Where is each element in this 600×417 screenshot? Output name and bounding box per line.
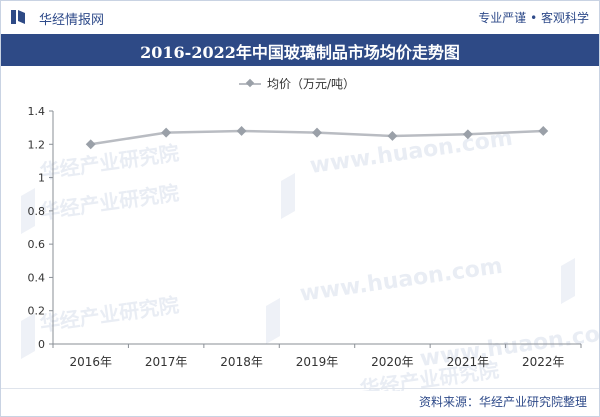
y-tick-label: 1	[38, 172, 45, 185]
source-note: 资料来源：华经产业研究院整理	[418, 395, 587, 409]
data-point-marker	[538, 126, 549, 136]
y-tick-label: 0.6	[28, 238, 46, 251]
brand-logo-icon	[11, 10, 25, 24]
data-point-marker	[312, 127, 322, 138]
x-tick-label: 2018年	[220, 355, 263, 369]
y-tick-label: 1.4	[28, 105, 46, 118]
data-point-marker	[387, 131, 398, 141]
watermark-text: 华经产业研究院	[38, 293, 180, 336]
brand-name: 华经情报网	[39, 13, 105, 28]
x-tick-label: 2017年	[145, 355, 188, 369]
y-tick-label: 0.2	[28, 305, 46, 318]
watermark-shape	[21, 188, 35, 234]
source-divider	[1, 388, 599, 389]
x-tick-label: 2020年	[371, 355, 414, 369]
x-tick-label: 2019年	[296, 355, 339, 369]
watermark-shape	[281, 173, 295, 219]
watermark-shape	[561, 258, 575, 304]
watermark-shape	[266, 298, 280, 344]
watermark-text: www.huaon.com	[298, 254, 504, 307]
y-tick-label: 1.2	[28, 138, 46, 151]
data-point-marker	[85, 139, 96, 150]
tagline: 专业严谨 • 客观科学	[478, 11, 589, 25]
x-tick-label: 2022年	[522, 355, 565, 369]
y-tick-label: 0	[38, 338, 45, 351]
watermark-text: 华经产业研究院	[38, 181, 180, 224]
data-point-marker	[236, 126, 247, 136]
line-chart: 华经产业研究院 www.huaon.com华经产业研究院www.huaon.com…	[21, 105, 599, 391]
data-point-marker	[462, 129, 473, 140]
chart-title: 2016-2022年中国玻璃制品市场均价走势图	[140, 43, 460, 62]
top-bar: 华经情报网 专业严谨 • 客观科学	[1, 1, 599, 34]
legend-label: 均价（万元/吨）	[267, 77, 356, 91]
x-tick-label: 2016年	[69, 355, 112, 369]
y-tick-label: 0.4	[28, 271, 46, 284]
x-tick-label: 2021年	[447, 355, 490, 369]
data-point-marker	[161, 127, 172, 138]
watermark-shape	[21, 313, 35, 359]
watermark-text: 华经产业研究院	[38, 141, 180, 184]
title-bar	[1, 34, 599, 66]
y-tick-label: 0.8	[28, 205, 46, 218]
